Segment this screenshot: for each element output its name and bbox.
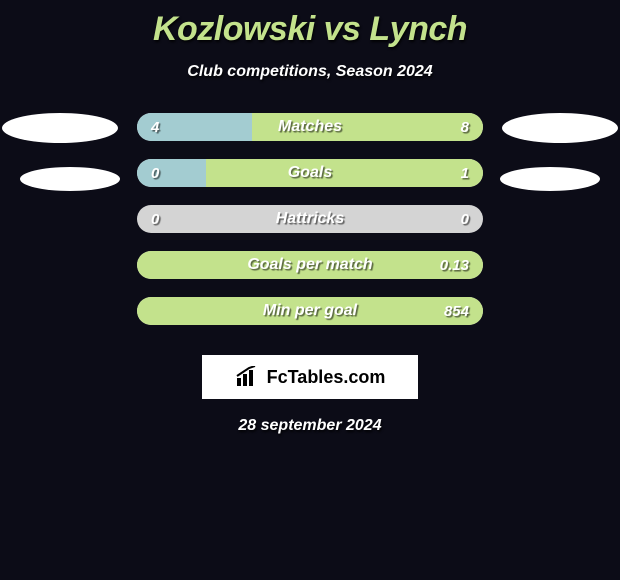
footer-date: 28 september 2024 xyxy=(0,417,620,435)
bar-row-goals-per-match: Goals per match 0.13 xyxy=(137,251,483,279)
player-right-oval-2 xyxy=(500,167,600,191)
bar-metric-label: Goals per match xyxy=(137,251,483,279)
bar-row-min-per-goal: Min per goal 854 xyxy=(137,297,483,325)
page-subtitle: Club competitions, Season 2024 xyxy=(0,63,620,81)
bar-metric-label: Hattricks xyxy=(137,205,483,233)
bar-value-right: 0 xyxy=(461,205,469,233)
bar-metric-label: Matches xyxy=(137,113,483,141)
bars-container: 4 Matches 8 0 Goals 1 0 Hattricks 0 xyxy=(137,113,483,343)
bar-value-right: 854 xyxy=(444,297,469,325)
bar-metric-label: Min per goal xyxy=(137,297,483,325)
bar-metric-label: Goals xyxy=(137,159,483,187)
bar-row-goals: 0 Goals 1 xyxy=(137,159,483,187)
player-left-oval-1 xyxy=(2,113,118,143)
comparison-chart: 4 Matches 8 0 Goals 1 0 Hattricks 0 xyxy=(0,113,620,343)
player-left-oval-2 xyxy=(20,167,120,191)
bar-row-hattricks: 0 Hattricks 0 xyxy=(137,205,483,233)
branding-box: FcTables.com xyxy=(202,355,418,399)
bar-value-right: 0.13 xyxy=(440,251,469,279)
bar-value-right: 1 xyxy=(461,159,469,187)
bar-value-right: 8 xyxy=(461,113,469,141)
bar-row-matches: 4 Matches 8 xyxy=(137,113,483,141)
branding-text: FcTables.com xyxy=(267,367,386,388)
chart-icon xyxy=(235,366,261,388)
player-right-oval-1 xyxy=(502,113,618,143)
page-title: Kozlowski vs Lynch xyxy=(0,0,620,49)
